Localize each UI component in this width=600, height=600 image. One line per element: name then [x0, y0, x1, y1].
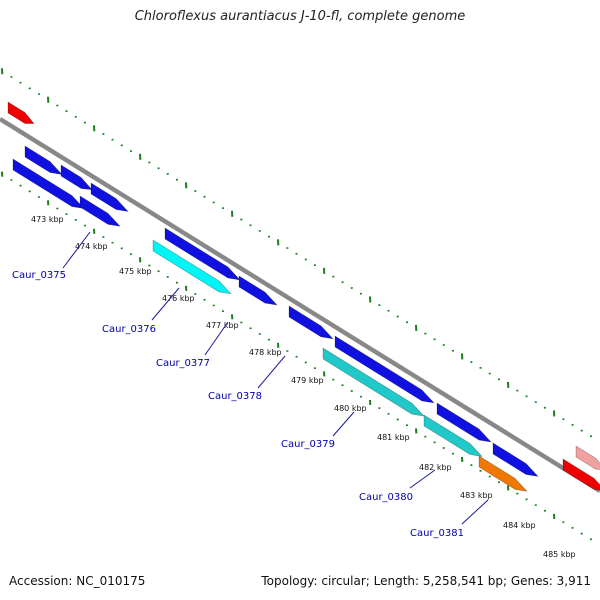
scale-label: 482 kbp: [419, 463, 452, 472]
scale-label: 478 kbp: [249, 348, 282, 357]
outer-tick-track: [1, 68, 593, 438]
gene-arrow-red[interactable]: [7, 101, 35, 124]
map-title: Chloroflexus aurantiacus J-10-fl, comple…: [134, 9, 466, 24]
inner-tick-track: [1, 171, 593, 541]
gene-label-leader: [409, 469, 436, 489]
gene-label[interactable]: Caur_0379: [281, 439, 335, 450]
gene-label-leader: [62, 231, 91, 269]
gene-track: [7, 101, 600, 492]
scale-label: 476 kbp: [162, 294, 195, 303]
gene-arrow[interactable]: [288, 305, 334, 340]
gene-label-leader: [204, 321, 229, 356]
scale-label: 485 kbp: [543, 550, 576, 559]
scale-label: 479 kbp: [291, 376, 324, 385]
gene-label[interactable]: Caur_0375: [12, 270, 66, 281]
gene-arrow[interactable]: [90, 182, 129, 212]
accession-value: NC_010175: [76, 574, 146, 588]
scale-label: 481 kbp: [377, 433, 410, 442]
gene-label[interactable]: Caur_0377: [156, 358, 210, 369]
gene-label[interactable]: Caur_0380: [359, 492, 413, 503]
gene-arrow[interactable]: [60, 164, 93, 191]
gene-arrow[interactable]: [238, 275, 278, 306]
gene-label-leader: [461, 499, 489, 525]
topology-text: Topology: circular; Length: 5,258,541 bp…: [261, 574, 591, 588]
gene-label[interactable]: Caur_0376: [102, 324, 156, 335]
gene-arrow-highlight[interactable]: [322, 347, 425, 417]
accession-text: Accession: NC_010175: [9, 574, 145, 588]
scale-label: 474 kbp: [75, 242, 108, 251]
gene-label[interactable]: Caur_0381: [410, 528, 464, 539]
scale-label: 475 kbp: [119, 267, 152, 276]
gene-arrow[interactable]: [334, 335, 435, 404]
gene-arrow[interactable]: [12, 158, 85, 209]
gene-arrow[interactable]: [492, 442, 539, 477]
gene-labels: Caur_0375 Caur_0376 Caur_0377 Caur_0378 Caur…: [12, 231, 489, 539]
genome-backbone: [0, 117, 600, 493]
gene-arrow-highlight[interactable]: [423, 414, 483, 457]
scale-label: 480 kbp: [334, 404, 367, 413]
scale-label: 477 kbp: [206, 321, 239, 330]
accession-prefix: Accession:: [9, 574, 77, 588]
gene-label[interactable]: Caur_0378: [208, 391, 262, 402]
scale-label: 483 kbp: [460, 491, 493, 500]
gene-label-leader: [332, 411, 355, 437]
gene-label-leader: [257, 355, 286, 389]
gene-arrow-orange[interactable]: [478, 455, 528, 492]
scale-label: 473 kbp: [31, 215, 64, 224]
gene-arrow[interactable]: [164, 227, 241, 281]
scale-labels: 473 kbp 474 kbp 475 kbp 476 kbp 477 kbp 478 k…: [31, 215, 576, 559]
gene-arrow[interactable]: [24, 145, 63, 175]
gene-arrow[interactable]: [79, 195, 121, 227]
gene-label-leader: [151, 287, 180, 321]
gene-arrow-highlight[interactable]: [152, 239, 232, 295]
gene-arrow-pink[interactable]: [575, 445, 600, 470]
gene-arrow[interactable]: [436, 402, 492, 443]
scale-label: 484 kbp: [503, 521, 536, 530]
gene-arrow-red[interactable]: [562, 458, 600, 491]
